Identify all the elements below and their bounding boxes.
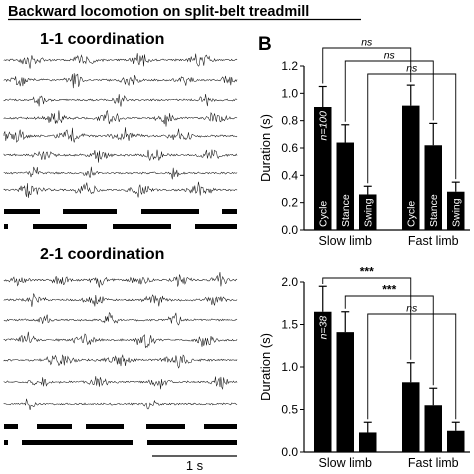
bar bbox=[402, 382, 420, 452]
emg-trace bbox=[3, 73, 238, 89]
bar bbox=[424, 405, 442, 452]
bar bbox=[314, 107, 332, 230]
significance-label: ns bbox=[406, 63, 418, 75]
bar bbox=[359, 194, 377, 230]
stance-bar bbox=[63, 209, 117, 214]
emg-heading-top: 1-1 coordination bbox=[40, 31, 164, 48]
bar bbox=[447, 191, 465, 230]
bar bbox=[336, 142, 354, 230]
stance-bar bbox=[86, 424, 124, 429]
n-label: n=38 bbox=[317, 316, 329, 340]
significance-label: *** bbox=[382, 283, 396, 297]
stance-bar bbox=[141, 209, 199, 214]
group-label: Slow limb bbox=[319, 456, 373, 470]
stance-bar bbox=[4, 440, 8, 445]
significance-bracket bbox=[367, 73, 457, 184]
emg-trace bbox=[3, 398, 238, 410]
y-tick-label: 0.8 bbox=[281, 114, 298, 128]
significance-label: ns bbox=[406, 303, 418, 315]
bar bbox=[424, 145, 442, 230]
significance-bracket bbox=[322, 277, 412, 360]
y-axis-label: Duration (s) bbox=[258, 333, 273, 401]
stance-bar bbox=[222, 209, 237, 214]
group-label: Slow limb bbox=[319, 234, 373, 248]
stance-bar bbox=[37, 424, 72, 429]
y-tick-label: 1.2 bbox=[281, 59, 298, 73]
bar bbox=[402, 105, 420, 230]
y-axis-label: Duration (s) bbox=[258, 114, 273, 182]
emg-panel-bottom bbox=[3, 272, 238, 445]
group-label: Fast limb bbox=[408, 456, 459, 470]
significance-bracket bbox=[322, 47, 412, 84]
time-scale-bar-label: 1 s bbox=[186, 458, 204, 473]
emg-trace bbox=[3, 109, 238, 127]
stance-bar bbox=[4, 209, 40, 214]
emg-trace bbox=[3, 93, 238, 107]
y-tick-label: 0.5 bbox=[281, 403, 298, 417]
bar-inner-label: Stance bbox=[340, 194, 352, 227]
figure-title: Backward locomotion on split-belt treadm… bbox=[8, 4, 309, 20]
emg-trace bbox=[3, 331, 238, 349]
y-tick-label: 1.0 bbox=[281, 86, 298, 100]
bar-inner-label: Swing bbox=[450, 198, 462, 227]
bar bbox=[336, 332, 354, 452]
emg-panel-top bbox=[3, 53, 238, 229]
y-tick-label: 0.6 bbox=[281, 141, 298, 155]
bar bbox=[447, 430, 465, 452]
emg-trace bbox=[3, 149, 238, 163]
significance-bracket bbox=[367, 313, 457, 420]
panel-b-letter: B bbox=[258, 34, 272, 55]
stance-bar bbox=[146, 424, 185, 429]
emg-trace bbox=[3, 272, 238, 288]
emg-trace bbox=[3, 53, 238, 69]
bar-inner-label: Stance bbox=[428, 194, 440, 227]
n-label: n=100 bbox=[317, 111, 329, 141]
emg-trace bbox=[3, 311, 238, 326]
y-tick-label: 0.2 bbox=[281, 196, 298, 210]
bar-inner-label: Cycle bbox=[317, 201, 329, 227]
stance-bar bbox=[195, 224, 237, 229]
stance-bar bbox=[204, 424, 237, 429]
stance-bar bbox=[33, 224, 87, 229]
significance-label: ns bbox=[361, 37, 373, 49]
emg-trace bbox=[3, 354, 238, 369]
bar-inner-label: Swing bbox=[362, 198, 374, 227]
stance-bar bbox=[4, 224, 8, 229]
significance-bracket bbox=[344, 295, 434, 386]
significance-label: *** bbox=[360, 265, 374, 279]
emg-trace bbox=[3, 376, 238, 390]
bar-inner-label: Cycle bbox=[405, 201, 417, 227]
y-tick-label: 0.4 bbox=[281, 168, 298, 182]
y-tick-label: 0.0 bbox=[281, 445, 298, 459]
emg-trace bbox=[3, 166, 238, 180]
bar bbox=[359, 432, 377, 452]
group-label: Fast limb bbox=[408, 234, 459, 248]
emg-trace bbox=[3, 181, 238, 198]
stance-bar bbox=[4, 424, 18, 429]
emg-trace bbox=[3, 293, 238, 307]
stance-bar bbox=[113, 224, 171, 229]
y-tick-label: 2.0 bbox=[281, 275, 298, 289]
emg-trace bbox=[3, 127, 238, 143]
significance-label: ns bbox=[384, 50, 396, 62]
bar bbox=[314, 311, 332, 452]
y-tick-label: 1.0 bbox=[281, 360, 298, 374]
y-tick-label: 1.5 bbox=[281, 318, 298, 332]
significance-bracket bbox=[344, 60, 434, 122]
bar-chart-1-1: 0.0 0.2 0.4 0.6 0.8 1.0 1.2 Duration (s) Cycle St… bbox=[258, 37, 470, 248]
stance-bar bbox=[22, 440, 133, 445]
stance-bar bbox=[147, 440, 237, 445]
emg-heading-bottom: 2-1 coordination bbox=[40, 246, 164, 263]
y-tick-label: 0.0 bbox=[281, 223, 298, 237]
bar-chart-2-1: 0.0 0.5 1.0 1.5 2.0 Duration (s) n=38 Slow limb… bbox=[258, 265, 470, 470]
